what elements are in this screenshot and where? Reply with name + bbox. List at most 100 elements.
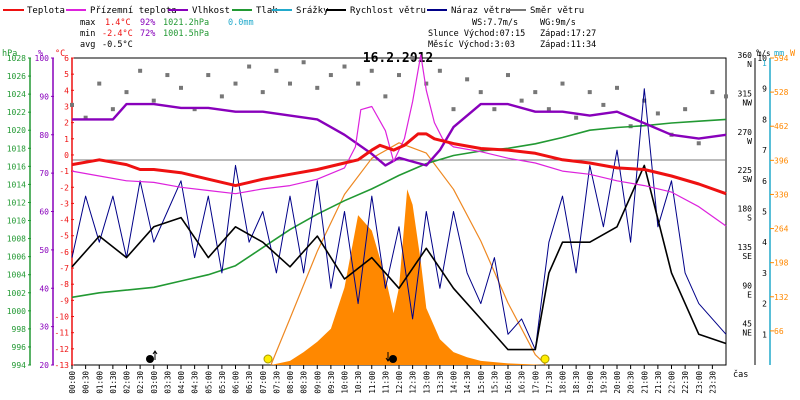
wind-direction-point	[247, 64, 252, 69]
celsius-tick-label: -11	[55, 329, 70, 338]
direction-name-label: S	[747, 214, 752, 223]
hpa-tick-label: 1004	[7, 271, 26, 280]
x-tick-label: 06:30	[245, 371, 254, 394]
wind-direction-point	[492, 107, 497, 112]
stats-max-press: 1021.2hPa	[163, 18, 209, 28]
watt-tick-label: 330	[774, 190, 789, 199]
hpa-tick-label: 1016	[7, 162, 26, 171]
wind-direction-point	[219, 94, 224, 99]
stats-sunset: Západ:17:27	[540, 29, 596, 39]
hpa-tick-label: 1024	[7, 90, 26, 99]
wind-direction-point	[124, 90, 129, 95]
pct-tick-label: 50	[39, 246, 49, 255]
celsius-unit: °C	[55, 49, 65, 59]
hpa-tick-label: 1020	[7, 126, 26, 135]
humidity-line	[72, 102, 727, 167]
pct-unit: %	[38, 49, 43, 59]
wind-direction-point	[288, 81, 292, 86]
stats-wind-speed: WS:7.7m/s	[472, 18, 518, 28]
celsius-tick-label: -6	[59, 248, 69, 257]
direction-deg-label: 135	[738, 243, 753, 252]
wind-direction-point	[165, 73, 170, 78]
x-tick-label: 16:00	[504, 371, 513, 394]
stats-max-temp: 1.4°C	[105, 18, 131, 28]
x-tick-label: 20:00	[613, 371, 622, 394]
stats-max-label: max	[80, 18, 95, 28]
watt-tick-label: 594	[774, 54, 789, 63]
x-tick-label: 19:00	[586, 371, 595, 394]
ms-tick-label: 8	[762, 115, 767, 124]
direction-name-label: NE	[742, 329, 752, 338]
wind-direction-point	[615, 85, 619, 90]
stats-min-temp: -2.4°C	[102, 29, 133, 39]
celsius-tick-label: -4	[59, 216, 69, 225]
degree-unit: °	[755, 49, 760, 59]
hpa-tick-label: 1014	[7, 180, 26, 189]
legend-label: Vlhkost	[192, 6, 230, 16]
stats-moonrise: Měsíc Východ:3:03	[428, 40, 515, 50]
x-tick-label: 08:30	[300, 371, 309, 394]
legend-item-wind-gust: Náraz větru	[427, 6, 511, 16]
hpa-tick-label: 1012	[7, 198, 26, 207]
celsius-tick-label: 5	[64, 70, 69, 79]
wind-direction-point	[506, 73, 510, 78]
solar-radiation-area	[270, 189, 547, 365]
direction-deg-label: 90	[742, 281, 752, 290]
pct-tick-label: 60	[39, 208, 49, 217]
watt-tick-label: 264	[774, 225, 789, 234]
pressure-line	[71, 118, 727, 299]
direction-deg-label: 315	[738, 89, 753, 98]
wind-direction-point	[601, 102, 606, 107]
ground-temperature-line	[71, 54, 727, 227]
moonset-marker-icon	[389, 355, 397, 363]
stats-sunrise: Slunce Východ:07:15	[428, 29, 525, 39]
legend-label: Náraz větru	[451, 6, 511, 16]
legend-item-temperature: Teplota	[3, 6, 65, 16]
mm-unit: mm	[774, 49, 784, 59]
wind-direction-point	[260, 90, 265, 95]
x-tick-label: 02:00	[123, 371, 132, 394]
x-tick-label: 15:00	[477, 371, 486, 394]
hpa-tick-label: 1006	[7, 253, 26, 262]
moonset-arrow-icon	[385, 352, 391, 362]
direction-deg-label: 45	[742, 320, 752, 329]
x-tick-label: 13:30	[436, 371, 445, 394]
moonrise-arrow-icon	[152, 350, 158, 360]
ms-tick-label: 9	[762, 85, 767, 94]
wind-direction-point	[574, 115, 579, 120]
x-tick-label: 09:00	[313, 371, 322, 394]
wind-direction-point	[710, 90, 715, 95]
wind-direction-point	[587, 90, 592, 95]
celsius-tick-label: 1	[64, 135, 69, 144]
legend-item-wind-direction: Směr větru	[506, 6, 584, 16]
direction-deg-label: 180	[738, 205, 753, 214]
wind-direction-point	[274, 68, 279, 73]
x-tick-label: 19:30	[599, 371, 608, 394]
x-tick-label: 02:30	[136, 371, 145, 394]
watt-tick-label: 132	[774, 293, 789, 302]
x-tick-label: 20:30	[627, 371, 636, 394]
wind-direction-point	[383, 94, 388, 99]
legend-label: Teplota	[27, 6, 65, 16]
wind-direction-point	[546, 107, 551, 112]
x-tick-label: 03:30	[163, 371, 172, 394]
stats-wind-gust: WG:9m/s	[540, 18, 576, 28]
wind-direction-point	[424, 81, 429, 86]
celsius-tick-label: -10	[55, 313, 70, 322]
wind-direction-point	[192, 107, 197, 112]
x-tick-label: 11:00	[368, 371, 377, 394]
celsius-tick-label: -2	[59, 183, 69, 192]
wind-direction-point	[97, 81, 102, 86]
ms-tick-label: 5	[762, 208, 767, 217]
temperature-line	[71, 132, 727, 196]
wind-direction-point	[410, 56, 415, 60]
wind-direction-point	[519, 98, 524, 103]
wind-direction-point	[328, 73, 333, 78]
x-tick-label: 04:00	[177, 371, 186, 394]
x-tick-label: 05:00	[204, 371, 213, 394]
astro-markers	[146, 350, 550, 364]
legend-item-humidity: Vlhkost	[168, 6, 230, 16]
celsius-tick-label: 4	[64, 86, 69, 95]
ms-tick-label: 10	[757, 54, 767, 63]
